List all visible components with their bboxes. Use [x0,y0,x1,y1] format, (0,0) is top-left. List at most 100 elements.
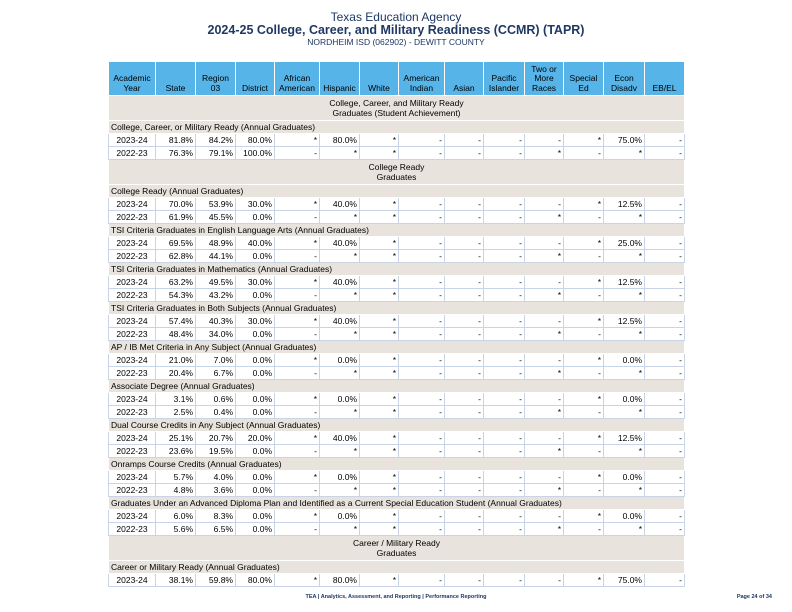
value-cell: 0.6% [195,392,236,406]
value-cell: - [274,288,320,302]
value-cell: - [444,431,484,445]
indicator-header-row: Graduates Under an Advanced Diploma Plan… [108,496,685,510]
table-row: 2022-23 20.4% 6.7% 0.0% - * * - - - * - * - [108,366,685,380]
value-cell: 38.1% [155,573,196,587]
value-cell: 5.6% [155,522,196,536]
value-cell: * [563,573,604,587]
value-cell: - [563,327,604,341]
value-cell: 53.9% [195,197,236,211]
academic-year-cell: 2022-23 [108,483,156,497]
indicator-title: AP / IB Met Criteria in Any Subject (Ann… [108,340,685,354]
value-cell: * [359,133,399,147]
value-cell: 76.3% [155,146,196,160]
column-header: EB/EL [644,61,685,96]
value-cell: * [603,146,645,160]
value-cell: 25.1% [155,431,196,445]
value-cell: 20.4% [155,366,196,380]
value-cell: - [444,353,484,367]
table-row: 2023-24 3.1% 0.6% 0.0% * 0.0% * - - - - * 0.0% - [108,392,685,406]
value-cell: - [398,133,445,147]
value-cell: - [398,444,445,458]
value-cell: 0.0% [603,353,645,367]
value-cell: 48.4% [155,327,196,341]
indicator-title: Onramps Course Credits (Annual Graduates… [108,457,685,471]
agency-name: Texas Education Agency [330,10,462,24]
value-cell: - [444,197,484,211]
value-cell: - [483,509,525,523]
value-cell: - [644,133,685,147]
value-cell: * [524,146,564,160]
table-row: 2023-24 69.5% 48.9% 40.0% * 40.0% * - - - - * 25.0% - [108,236,685,250]
value-cell: * [359,314,399,328]
value-cell: 0.0% [235,444,275,458]
academic-year-cell: 2023-24 [108,133,156,147]
value-cell: 0.0% [235,249,275,263]
column-header: Region 03 [195,61,236,96]
value-cell: - [444,236,484,250]
value-cell: 8.3% [195,509,236,523]
value-cell: - [524,197,564,211]
value-cell: - [524,353,564,367]
value-cell: * [359,236,399,250]
value-cell: - [398,509,445,523]
value-cell: * [359,405,399,419]
value-cell: 80.0% [235,573,275,587]
academic-year-cell: 2022-23 [108,146,156,160]
value-cell: 20.0% [235,431,275,445]
value-cell: - [563,366,604,380]
value-cell: - [398,573,445,587]
value-cell: 3.1% [155,392,196,406]
value-cell: * [274,353,320,367]
value-cell: * [319,288,360,302]
value-cell: - [444,314,484,328]
value-cell: * [319,210,360,224]
value-cell: - [483,327,525,341]
value-cell: - [644,327,685,341]
value-cell: - [563,288,604,302]
table-row: 2023-24 81.8% 84.2% 80.0% * 80.0% * - - - - * 75.0% - [108,133,685,147]
table-header-row: Academic Year State Region 03 District Afric… [108,61,685,96]
indicator-title: Graduates Under an Advanced Diploma Plan… [108,496,685,510]
value-cell: - [563,146,604,160]
academic-year-cell: 2022-23 [108,249,156,263]
academic-year-cell: 2023-24 [108,470,156,484]
value-cell: - [444,509,484,523]
value-cell: * [524,366,564,380]
value-cell: 0.0% [603,470,645,484]
value-cell: - [444,288,484,302]
value-cell: 45.5% [195,210,236,224]
value-cell: - [444,275,484,289]
value-cell: * [359,288,399,302]
value-cell: - [398,431,445,445]
column-header: Special Ed [563,61,604,96]
value-cell: 84.2% [195,133,236,147]
value-cell: 0.0% [235,470,275,484]
value-cell: * [563,431,604,445]
value-cell: - [398,210,445,224]
value-cell: * [274,236,320,250]
value-cell: * [274,314,320,328]
value-cell: 44.1% [195,249,236,263]
value-cell: - [644,431,685,445]
indicator-title: College Ready (Annual Graduates) [108,184,685,198]
value-cell: - [483,366,525,380]
value-cell: 12.5% [603,314,645,328]
column-header: Academic Year [108,61,156,96]
section-header-row: Career / Military Ready Graduates [108,535,685,561]
value-cell: 40.3% [195,314,236,328]
value-cell: 6.5% [195,522,236,536]
value-cell: 30.0% [235,197,275,211]
indicator-title: Associate Degree (Annual Graduates) [108,379,685,393]
value-cell: - [398,314,445,328]
value-cell: * [359,327,399,341]
value-cell: - [644,470,685,484]
value-cell: * [274,509,320,523]
value-cell: 0.0% [319,470,360,484]
value-cell: * [274,392,320,406]
column-header: White [359,61,399,96]
value-cell: * [563,392,604,406]
value-cell: * [319,249,360,263]
value-cell: - [444,444,484,458]
value-cell: * [603,522,645,536]
value-cell: 57.4% [155,314,196,328]
